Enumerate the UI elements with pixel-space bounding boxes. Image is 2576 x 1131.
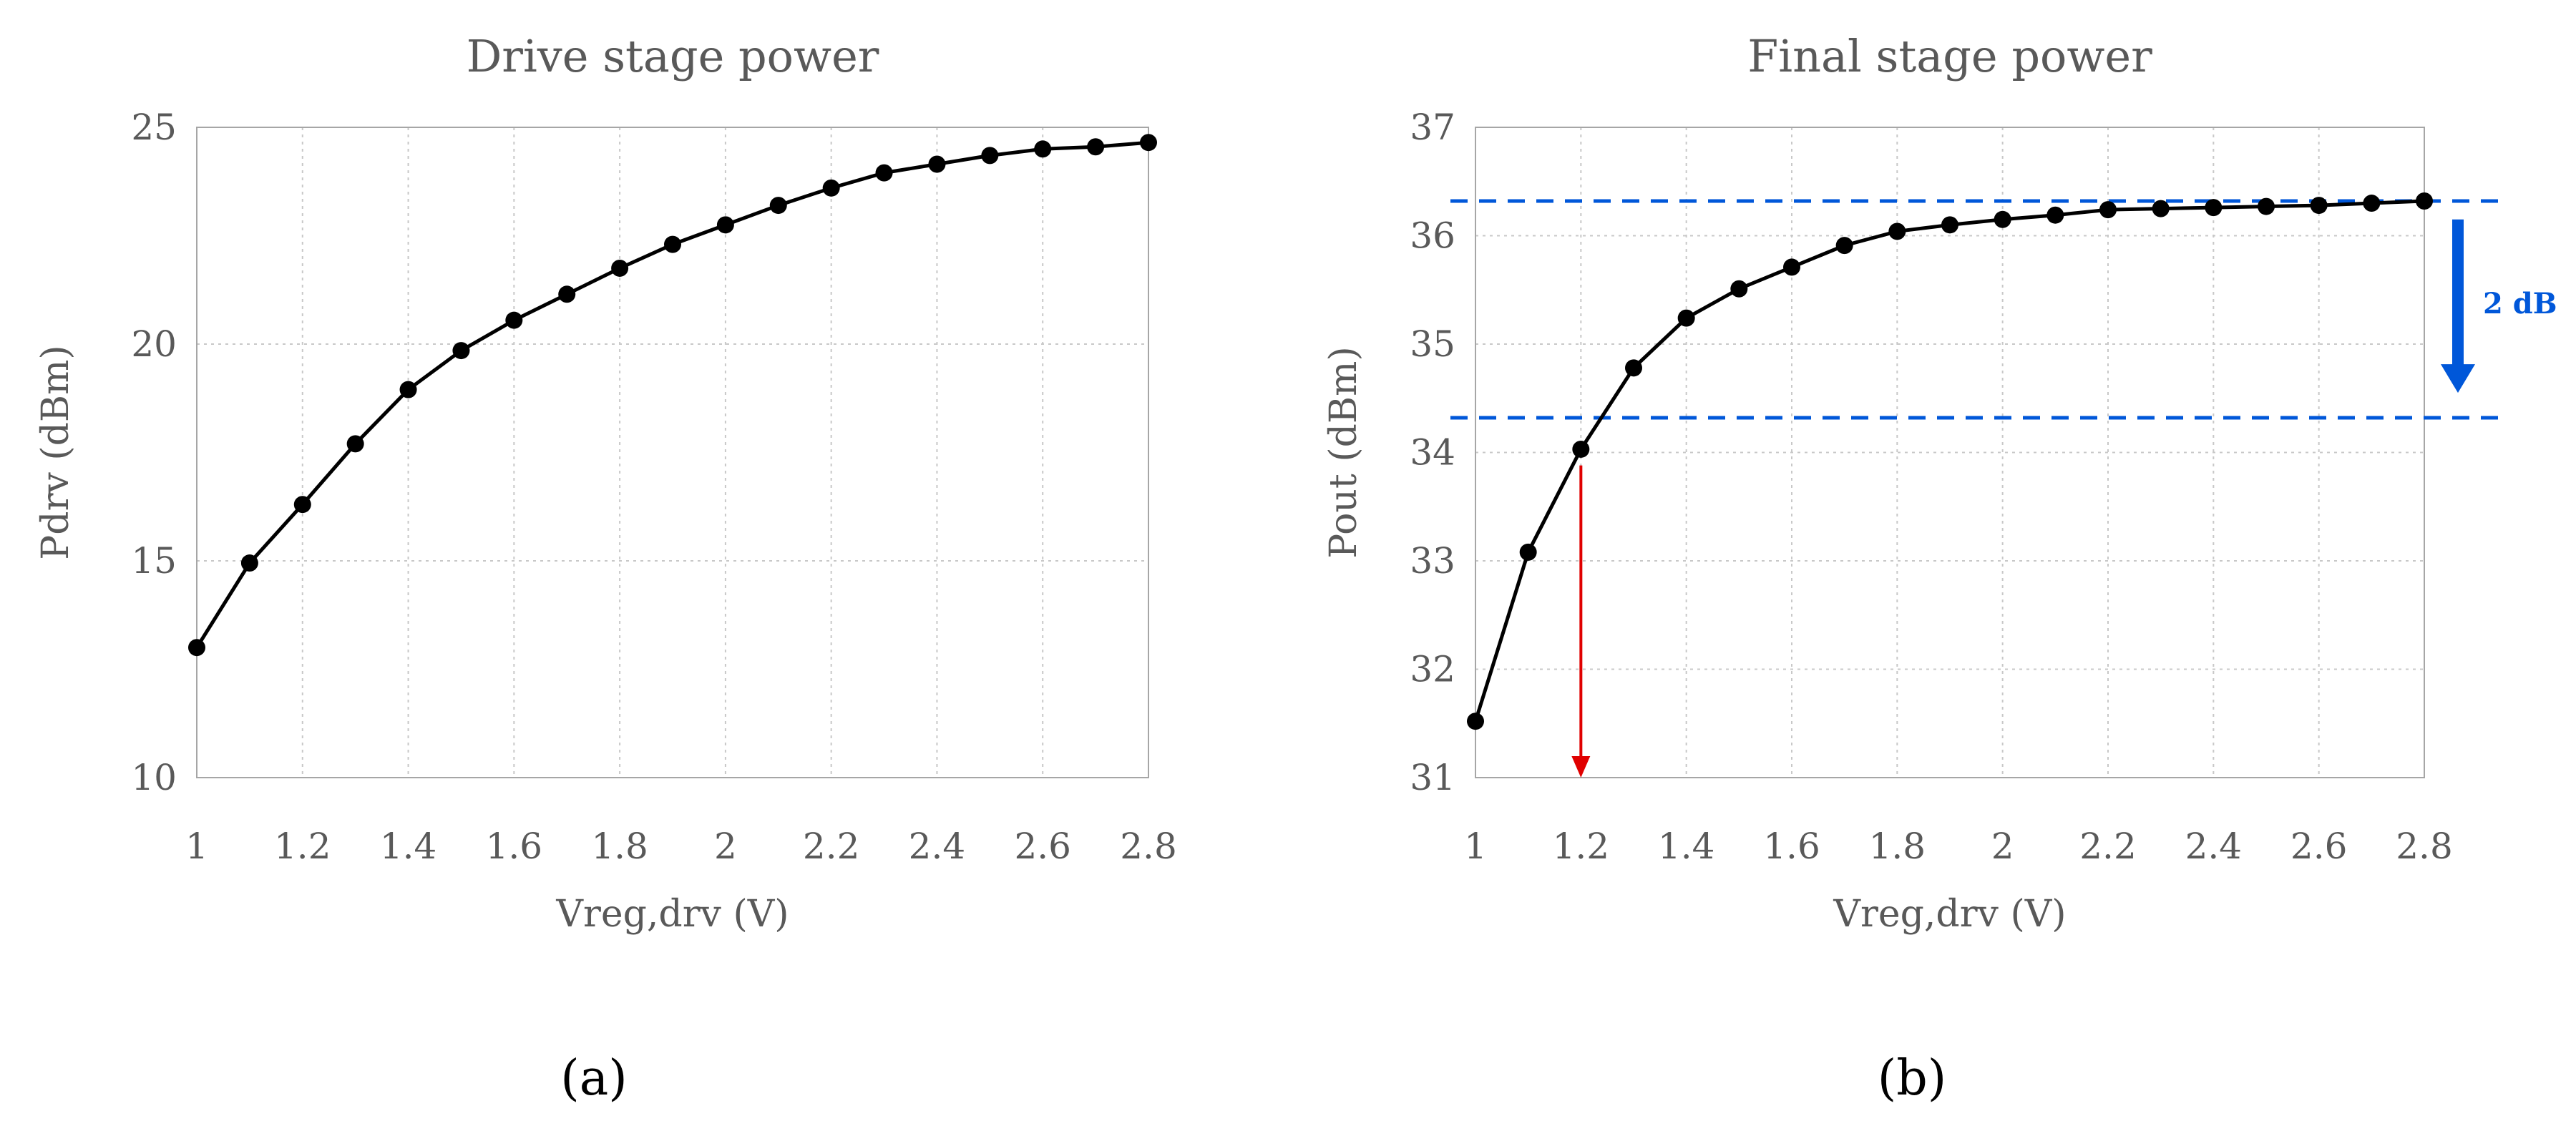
delta-annotation-label: 2 dB [2483,287,2557,320]
data-point [1625,359,1642,377]
y-tick-label: 10 [131,757,177,798]
marker-arrow-head [1571,756,1591,778]
data-point [399,381,417,398]
data-point [1783,258,1800,276]
data-point [1087,138,1105,156]
plot-area-frame [196,127,1149,778]
data-point [1994,210,2011,228]
x-tick-label: 1.2 [1553,826,1610,867]
data-point [2416,192,2433,210]
data-point [505,311,523,329]
data-point [1140,134,1157,152]
y-axis-label: Pout (dBm) [1322,346,1365,559]
data-point [1835,237,1853,255]
data-point [2099,201,2117,219]
data-point [928,155,946,173]
data-point [2152,200,2170,217]
data-point [2046,206,2064,224]
y-tick-label: 36 [1410,215,1455,257]
y-tick-label: 34 [1410,432,1455,474]
data-point [1034,140,1052,158]
chart-drive-stage-power: Drive stage power 1 1.2 1.4 1.6 1.8 2 2.2 2.4 2.6… [34,30,1177,1107]
chart-title: Final stage power [1747,30,2152,82]
chart-title: Drive stage power [467,30,879,82]
delta-arrow-head [2441,364,2475,393]
x-tick-label: 2.6 [1014,826,1071,867]
data-point [769,197,787,215]
y-tick-label: 35 [1410,323,1455,365]
data-point [1572,440,1590,458]
series-line [195,140,1149,649]
data-point [558,285,576,303]
data-point [664,235,681,253]
x-tick-label: 1.8 [1869,826,1926,867]
panel-label: (b) [1878,1050,1947,1107]
data-point [2205,199,2223,217]
x-tick-label: 2.2 [803,826,860,867]
data-point [611,259,629,277]
data-point [1730,280,1748,298]
series-line [1473,199,2425,722]
x-tick-label: 1.6 [1763,826,1820,867]
x-tick-label: 2.2 [2079,826,2137,867]
data-point [2258,197,2275,215]
x-tick-label: 2.4 [909,826,966,867]
data-point [1888,222,1906,240]
y-tick-label: 31 [1410,757,1455,798]
data-point [452,342,470,360]
x-axis-label: Vreg,drv (V) [1833,893,2066,936]
data-point [346,435,364,453]
data-point [1467,713,1484,730]
data-point [188,639,205,657]
x-tick-label: 1 [1464,826,1487,867]
data-point [2310,197,2328,215]
y-tick-label: 20 [131,323,177,365]
data-point [293,496,311,514]
y-axis-label: Pdrv (dBm) [34,345,77,559]
plot-area-frame [1475,127,2425,778]
data-point [2363,195,2381,212]
x-tick-label: 2 [1991,826,2014,867]
x-tick-label: 1.4 [1658,826,1715,867]
x-tick-label: 2.8 [1120,826,1177,867]
data-point [716,216,734,234]
x-tick-label: 2.6 [2290,826,2348,867]
data-point [1519,543,1537,561]
data-point [1941,216,1958,234]
panel-label: (a) [560,1050,628,1107]
data-point [240,554,258,572]
x-tick-label: 1 [185,826,208,867]
x-tick-label: 1.4 [380,826,437,867]
data-point [822,179,840,197]
x-tick-label: 2 [714,826,737,867]
x-tick-label: 1.6 [486,826,543,867]
data-point [1677,309,1695,327]
chart-final-stage-power: Final stage power 1 1.2 1.4 1.6 1.8 2 2.2 2.4 2.6… [1322,30,2557,1107]
x-tick-label: 2.8 [2396,826,2453,867]
y-tick-label: 37 [1410,107,1455,148]
data-point [981,147,999,165]
x-tick-label: 1.8 [591,826,648,867]
x-tick-label: 2.4 [2185,826,2243,867]
y-tick-label: 33 [1410,540,1455,582]
x-tick-label: 1.2 [274,826,331,867]
y-tick-label: 32 [1410,649,1455,690]
y-tick-label: 25 [131,107,177,148]
y-tick-label: 15 [131,540,177,582]
x-axis-label: Vreg,drv (V) [555,893,789,936]
data-point [875,164,893,182]
